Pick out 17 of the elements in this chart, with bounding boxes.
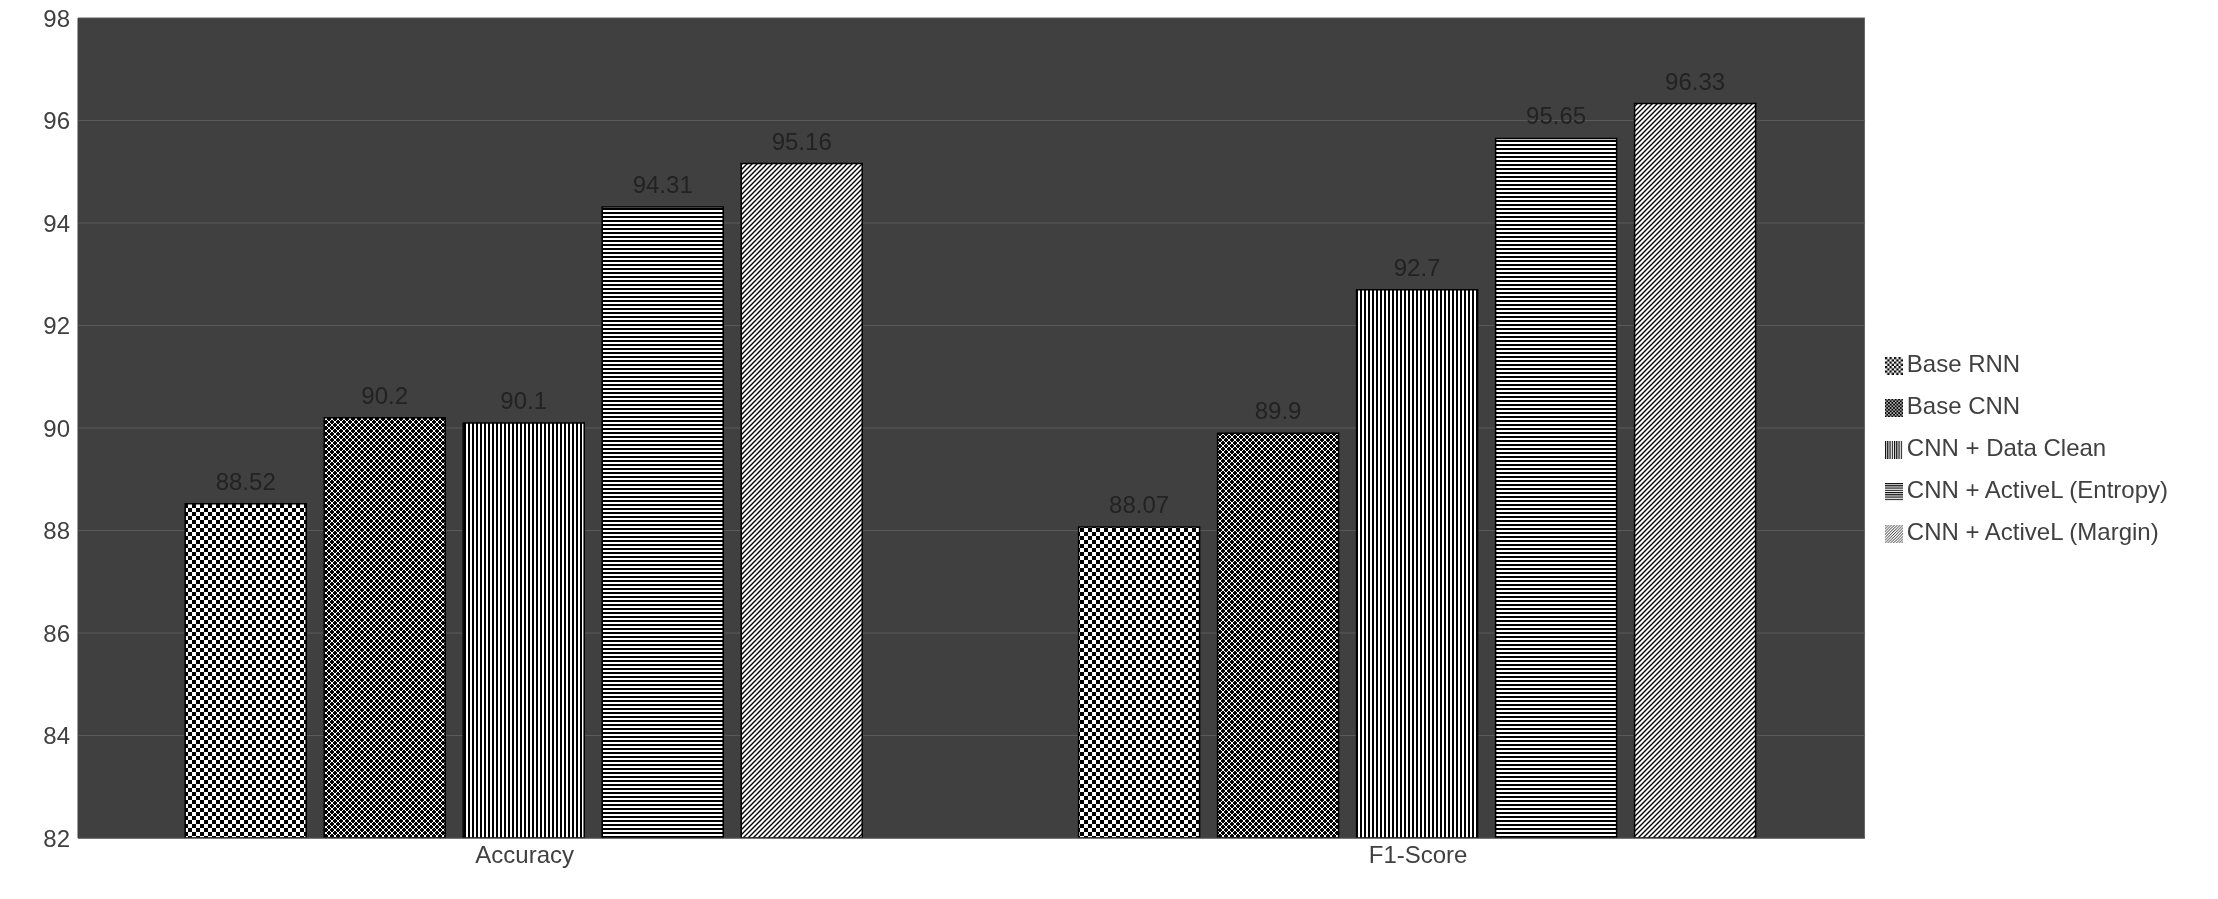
legend-label: Base CNN	[1906, 392, 2021, 419]
y-tick-label: 94	[43, 209, 70, 237]
legend-label: CNN + Data Clean	[1906, 434, 2107, 461]
x-tick-label: Accuracy	[475, 841, 575, 869]
y-tick-label: 86	[43, 619, 70, 647]
x-tick-label: F1-Score	[1368, 841, 1468, 869]
legend-label: CNN + ActiveL (Margin)	[1906, 518, 2159, 545]
y-tick-label: 92	[43, 312, 70, 340]
y-tick-label: 98	[43, 4, 70, 32]
legend-label: CNN + ActiveL (Entropy)	[1906, 476, 2168, 503]
y-tick-label: 90	[43, 414, 70, 442]
y-tick-label: 88	[43, 517, 70, 545]
y-tick-label: 96	[43, 107, 70, 135]
legend-label: Base RNN	[1906, 350, 2021, 377]
y-tick-label: 82	[43, 824, 70, 852]
data-label: 95.65	[1526, 102, 1587, 130]
y-tick-label: 84	[43, 722, 70, 750]
